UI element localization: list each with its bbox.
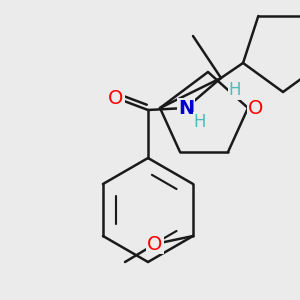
Text: N: N [178,98,194,118]
Text: H: H [194,113,206,131]
Text: O: O [108,88,124,107]
Text: O: O [248,98,264,118]
Text: O: O [147,235,163,254]
Text: H: H [229,81,241,99]
